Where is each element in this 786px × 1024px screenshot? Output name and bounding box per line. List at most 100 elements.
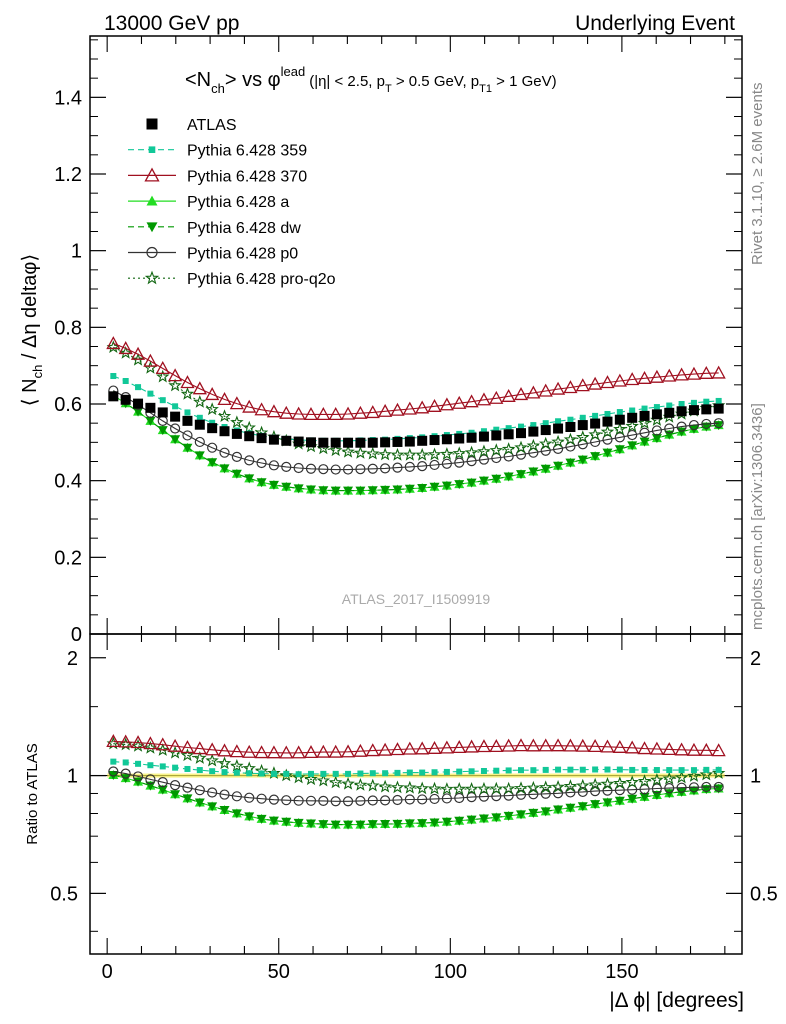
x-axis-label: |Δ ϕ| [degrees] — [609, 989, 744, 1012]
data-point-square — [332, 770, 339, 777]
data-point-triangle-down — [466, 815, 477, 825]
data-point-triangle — [600, 739, 615, 753]
data-point-triangle — [612, 739, 627, 753]
data-point-star — [711, 766, 726, 779]
data-point-square — [135, 384, 142, 391]
data-point-square — [246, 770, 253, 777]
data-point-square — [406, 769, 413, 776]
data-point-square — [194, 419, 205, 430]
data-point-triangle-down — [466, 478, 477, 488]
data-point-triangle-down — [343, 820, 354, 830]
data-point-circle — [565, 787, 576, 798]
data-point-circle — [305, 795, 317, 806]
data-point-triangle-down — [614, 445, 625, 455]
data-point-triangle — [303, 745, 319, 759]
data-point-triangle-down — [380, 820, 391, 830]
data-point-circle — [170, 423, 181, 434]
data-point-square — [110, 758, 117, 765]
data-point-triangle-down — [157, 426, 168, 436]
data-point-square — [318, 437, 329, 448]
data-point-triangle-down — [454, 816, 465, 826]
ratio-line — [113, 740, 719, 754]
data-point-triangle — [452, 740, 467, 754]
data-point-triangle — [180, 740, 195, 754]
x-tick-label: 100 — [434, 961, 467, 983]
data-point-square — [170, 411, 181, 422]
data-point-triangle — [612, 373, 627, 387]
data-point-triangle — [378, 742, 393, 756]
data-point-circle — [429, 459, 440, 471]
data-point-circle — [639, 784, 650, 795]
data-point-triangle-down — [417, 483, 428, 493]
data-point-triangle — [550, 738, 566, 752]
data-point-triangle-down — [268, 816, 279, 826]
data-point-triangle-down — [182, 443, 193, 453]
x-tick-label: 50 — [268, 961, 290, 983]
data-point-circle — [256, 457, 267, 469]
data-point-circle — [355, 795, 366, 806]
data-point-square — [604, 766, 611, 773]
data-point-square — [147, 390, 154, 397]
data-point-square — [270, 770, 277, 777]
data-point-triangle-down — [577, 802, 588, 812]
header-right: Underlying Event — [575, 12, 735, 35]
data-point-star — [217, 756, 232, 770]
data-point-square — [629, 407, 636, 414]
data-point-triangle — [501, 738, 516, 752]
ratio-series-1 — [110, 758, 722, 778]
series-0 — [108, 391, 724, 448]
data-point-square — [320, 770, 327, 777]
data-point-triangle — [588, 738, 603, 752]
data-point-triangle-down — [305, 819, 316, 829]
ratio-y-axis-label: Ratio to ATLAS — [24, 743, 41, 844]
data-point-square — [616, 409, 623, 416]
data-point-star — [156, 369, 170, 383]
data-point-square — [518, 423, 525, 430]
data-point-triangle-down — [540, 807, 551, 817]
data-point-square — [690, 399, 697, 406]
data-point-circle — [713, 781, 724, 793]
data-point-star — [378, 779, 392, 793]
data-point-square — [343, 437, 354, 448]
data-point-square — [293, 436, 304, 447]
data-point-triangle — [143, 736, 158, 750]
legend-label: Pythia 6.428 a — [187, 194, 289, 211]
data-point-square — [148, 146, 156, 153]
data-point-square — [579, 766, 586, 773]
data-point-triangle — [303, 406, 319, 421]
data-point-triangle-down — [577, 455, 588, 465]
data-point-star — [143, 740, 158, 754]
data-point-square — [231, 428, 242, 439]
data-point-triangle — [538, 738, 553, 752]
legend-item: Pythia 6.428 359 — [128, 143, 307, 160]
data-point-square — [614, 414, 625, 425]
data-point-triangle-down — [503, 472, 514, 482]
data-point-square — [258, 770, 265, 777]
data-point-triangle — [316, 744, 331, 758]
data-point-square — [172, 403, 179, 410]
data-point-triangle — [600, 375, 615, 389]
data-point-square — [196, 414, 203, 421]
data-point-triangle — [575, 738, 590, 752]
data-point-circle — [441, 458, 452, 469]
data-point-star — [316, 773, 331, 787]
ratio-line — [113, 743, 719, 790]
data-point-square — [713, 403, 724, 414]
data-point-circle — [713, 418, 724, 429]
data-point-triangle — [563, 380, 578, 394]
data-point-square — [480, 768, 487, 775]
data-point-circle — [380, 795, 391, 806]
data-point-star — [637, 774, 652, 788]
data-point-square — [703, 398, 710, 405]
data-point-circle — [701, 418, 712, 430]
data-point-square — [518, 767, 525, 774]
data-point-star — [600, 424, 615, 438]
data-point-star — [180, 386, 195, 400]
data-point-triangle — [106, 336, 121, 350]
data-point-star — [131, 352, 145, 366]
data-point-circle — [614, 432, 625, 443]
data-point-circle — [688, 782, 700, 793]
data-point-star — [452, 782, 466, 795]
data-point-triangle-down — [244, 474, 255, 484]
data-point-square — [268, 434, 279, 445]
